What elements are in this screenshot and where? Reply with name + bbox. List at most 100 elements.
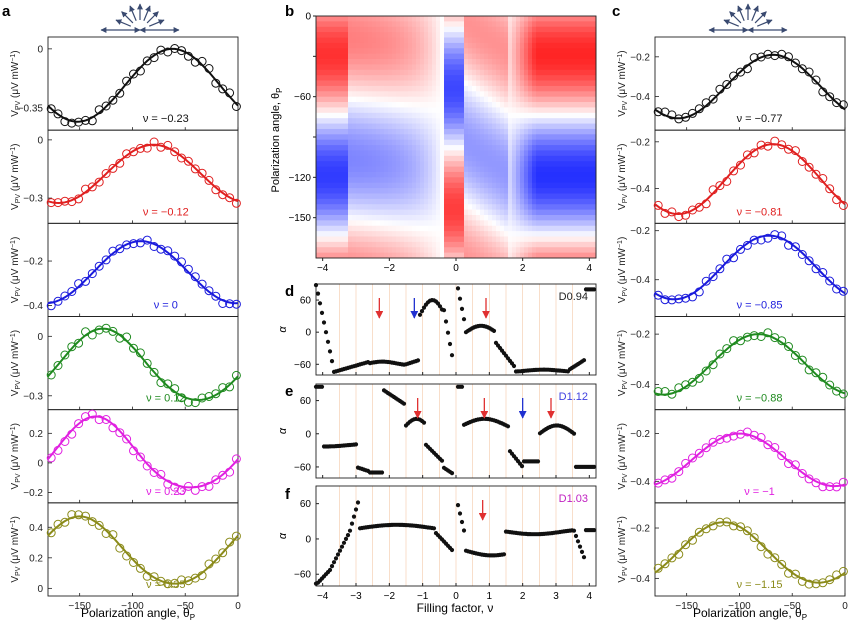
heatmap-cell [460, 16, 465, 22]
heatmap-cell [456, 53, 461, 60]
heatmap-cell [492, 231, 497, 237]
heatmap-cell [500, 128, 505, 135]
heatmap-cell [504, 220, 509, 227]
heatmap-cell [396, 26, 401, 33]
x-tick-label: −100 [121, 601, 144, 612]
y-axis-label: VPV (μV mW−1) [10, 423, 22, 489]
heatmap-cell [424, 64, 429, 71]
heatmap-cell [544, 247, 549, 254]
heatmap-cell [376, 193, 381, 200]
heatmap-cell [412, 252, 417, 259]
polarization-fan-icon-a [100, 3, 180, 33]
heatmap-cell [480, 64, 485, 71]
data-point [804, 67, 814, 77]
heatmap-cell [444, 134, 449, 141]
heatmap-cell [452, 102, 457, 108]
heatmap-cell [500, 91, 505, 98]
heatmap-cell [380, 85, 385, 92]
heatmap-cell [380, 118, 385, 124]
heatmap-cell [560, 171, 565, 178]
heatmap-cell [568, 75, 573, 81]
heatmap-cell [336, 64, 341, 71]
heatmap-cell [464, 182, 469, 189]
heatmap-cell [520, 96, 525, 103]
heatmap-cell [592, 236, 597, 243]
heatmap-cell [424, 16, 429, 22]
heatmap-cell [548, 107, 553, 114]
heatmap-cell [352, 155, 357, 162]
heatmap-cell [584, 155, 589, 162]
heatmap-cell [536, 134, 541, 141]
heatmap-cell [344, 204, 349, 210]
data-point [443, 319, 449, 324]
heatmap-cell [528, 225, 533, 232]
heatmap-cell [476, 252, 481, 259]
heatmap-cell [412, 21, 417, 28]
heatmap-cell [552, 16, 557, 22]
heatmap-cell [320, 91, 325, 98]
heatmap-cell [356, 188, 361, 194]
heatmap-cell [536, 128, 541, 135]
heatmap-cell [452, 134, 457, 141]
heatmap-cell [408, 161, 413, 167]
data-point [333, 556, 339, 561]
heatmap-cell [348, 209, 353, 216]
heatmap-cell [316, 96, 321, 103]
nu-label: ν = −0.81 [737, 206, 783, 218]
data-point [653, 387, 663, 396]
heatmap-cell [376, 69, 381, 76]
heatmap-cell [388, 204, 393, 210]
heatmap-cell [344, 96, 349, 103]
y-axis-label: VPV (μV mW−1) [10, 237, 22, 303]
heatmap-cell [476, 48, 481, 55]
heatmap-cell [444, 16, 449, 22]
heatmap-cell [524, 107, 529, 114]
heatmap-cell [532, 80, 537, 87]
heatmap-cell [512, 231, 517, 237]
heatmap-cell [432, 112, 437, 119]
heatmap-cell [436, 247, 441, 254]
heatmap-cell [428, 21, 433, 28]
heatmap-cell [532, 193, 537, 200]
heatmap-cell [504, 75, 509, 81]
heatmap-cell [452, 80, 457, 87]
data-point [60, 196, 70, 206]
heatmap-cell [444, 182, 449, 189]
heatmap-cell [480, 225, 485, 232]
heatmap-cell [368, 69, 373, 76]
heatmap-cell [508, 112, 513, 119]
heatmap-cell [348, 145, 353, 151]
heatmap-cell [368, 123, 373, 130]
heatmap-cell [480, 69, 485, 76]
heatmap-cell [360, 139, 365, 146]
heatmap-cell [544, 80, 549, 87]
panel-f-xlabel: Filling factor, ν [417, 601, 494, 615]
heatmap-cell [576, 96, 581, 103]
data-point [67, 510, 77, 520]
heatmap-cell [572, 241, 577, 248]
heatmap-cell [348, 155, 353, 162]
heatmap-cell [404, 198, 409, 205]
heatmap-cell [528, 91, 533, 98]
heatmap-cell [336, 32, 341, 38]
heatmap-cell [364, 231, 369, 237]
heatmap-cell [544, 64, 549, 71]
heatmap-cell [428, 188, 433, 194]
heatmap-cell [420, 21, 425, 28]
heatmap-cell [448, 177, 453, 184]
heatmap-cell [540, 16, 545, 22]
heatmap-cell [584, 21, 589, 28]
heatmap-cell [316, 59, 321, 65]
heatmap-cell [468, 21, 473, 28]
heatmap-cell [508, 75, 513, 81]
heatmap-cell [364, 252, 369, 259]
heatmap-cell [528, 134, 533, 141]
heatmap-cell [484, 102, 489, 108]
heatmap-cell [432, 53, 437, 60]
data-point [122, 240, 132, 250]
heatmap-cell [408, 188, 413, 194]
heatmap-cell [344, 161, 349, 167]
heatmap-cell [516, 161, 521, 167]
heatmap-cell [376, 220, 381, 227]
data-point [667, 389, 677, 399]
